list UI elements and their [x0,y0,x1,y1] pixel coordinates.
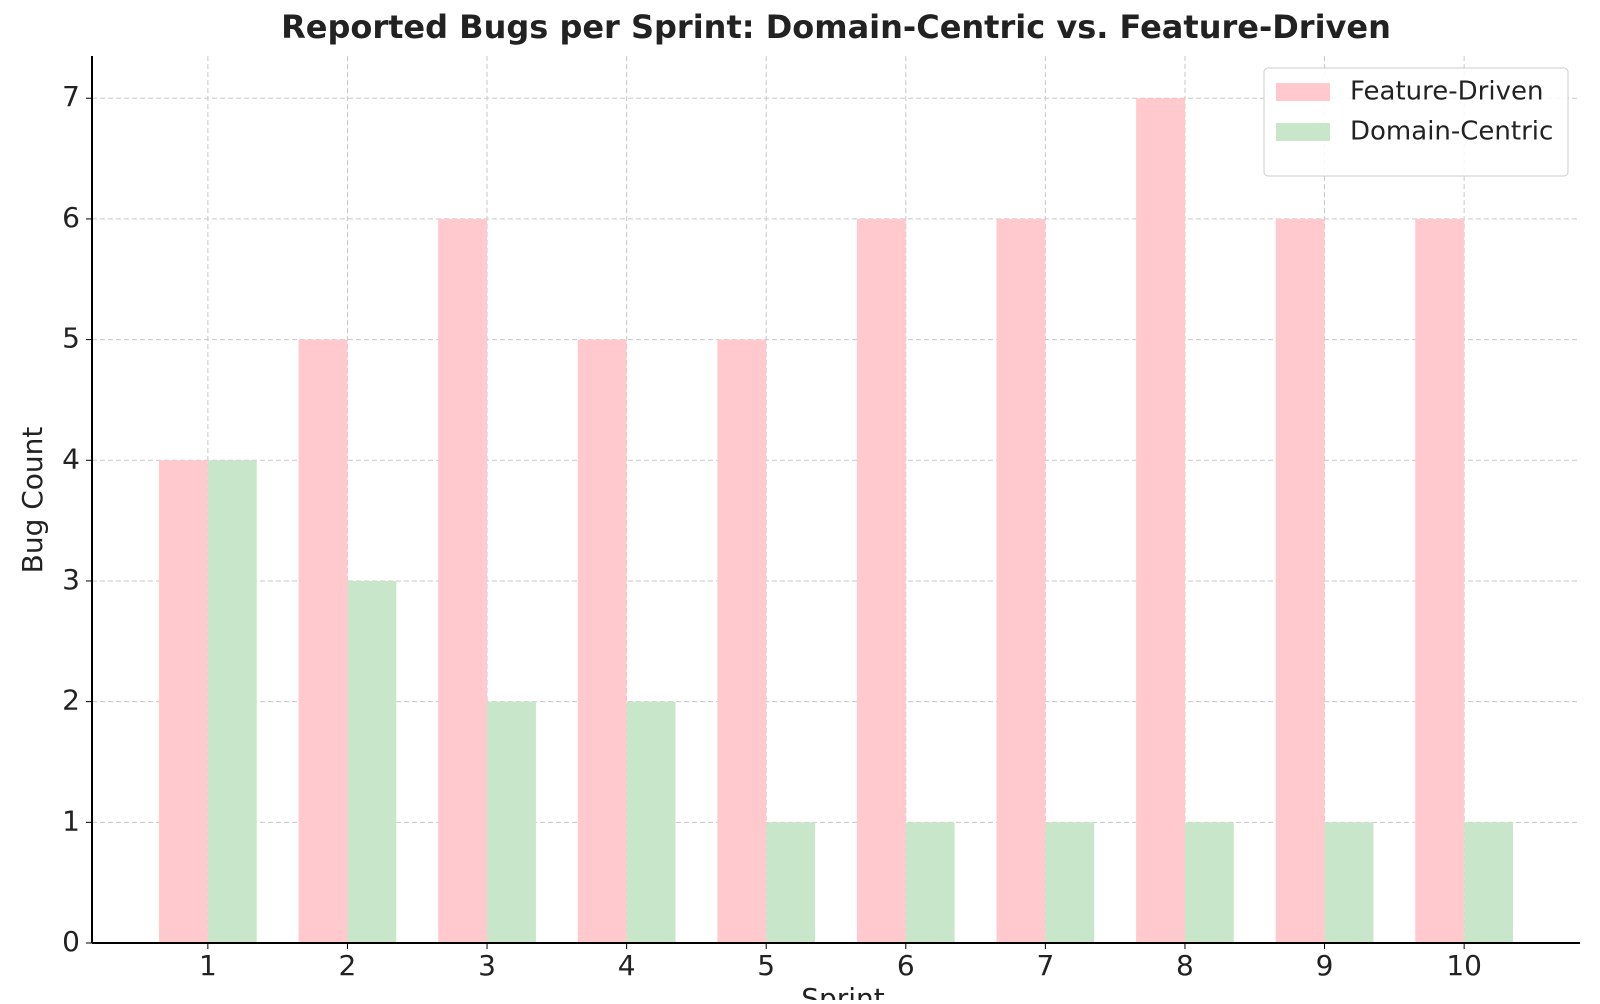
y-axis-label: Bug Count [16,427,49,574]
y-tick-label: 6 [62,201,80,234]
x-tick-label: 10 [1446,949,1482,982]
bar [298,339,348,943]
bar [159,460,208,943]
legend-swatch [1276,123,1330,141]
y-tick-label: 1 [62,804,80,837]
bar [1045,822,1095,943]
bar [487,701,536,943]
chart-title: Reported Bugs per Sprint: Domain-Centric… [281,8,1391,46]
x-tick-label: 9 [1316,949,1334,982]
bar [717,339,767,943]
x-tick-label: 4 [618,949,636,982]
bar [1324,822,1374,943]
legend-box [1263,67,1569,177]
x-tick-label: 6 [897,949,915,982]
bar [996,218,1046,944]
legend-swatch [1276,83,1330,101]
bar [1415,218,1465,944]
y-tick-label: 5 [62,322,80,355]
bar [1464,822,1513,943]
legend-label: Feature-Driven [1350,77,1543,107]
bar [905,822,955,943]
x-tick-label: 2 [339,949,357,982]
bar [856,218,906,944]
bar [207,460,257,943]
x-tick-label: 7 [1036,949,1054,982]
x-axis-label: Sprint [801,982,885,1000]
bar [1136,98,1185,943]
bar [577,339,627,943]
bar [438,218,488,944]
y-tick-label: 4 [62,442,80,475]
y-tick-label: 2 [62,684,80,717]
y-tick-label: 7 [62,80,80,113]
bar [347,580,397,943]
x-tick-label: 3 [478,949,496,982]
bar [626,701,676,943]
bar [1184,822,1234,943]
x-tick-label: 1 [199,949,217,982]
x-tick-label: 5 [757,949,775,982]
y-tick-label: 0 [62,925,80,958]
legend-label: Domain-Centric [1350,117,1553,147]
x-tick-label: 8 [1176,949,1194,982]
bar [1275,218,1325,944]
bar [766,822,816,943]
y-tick-label: 3 [62,563,80,596]
